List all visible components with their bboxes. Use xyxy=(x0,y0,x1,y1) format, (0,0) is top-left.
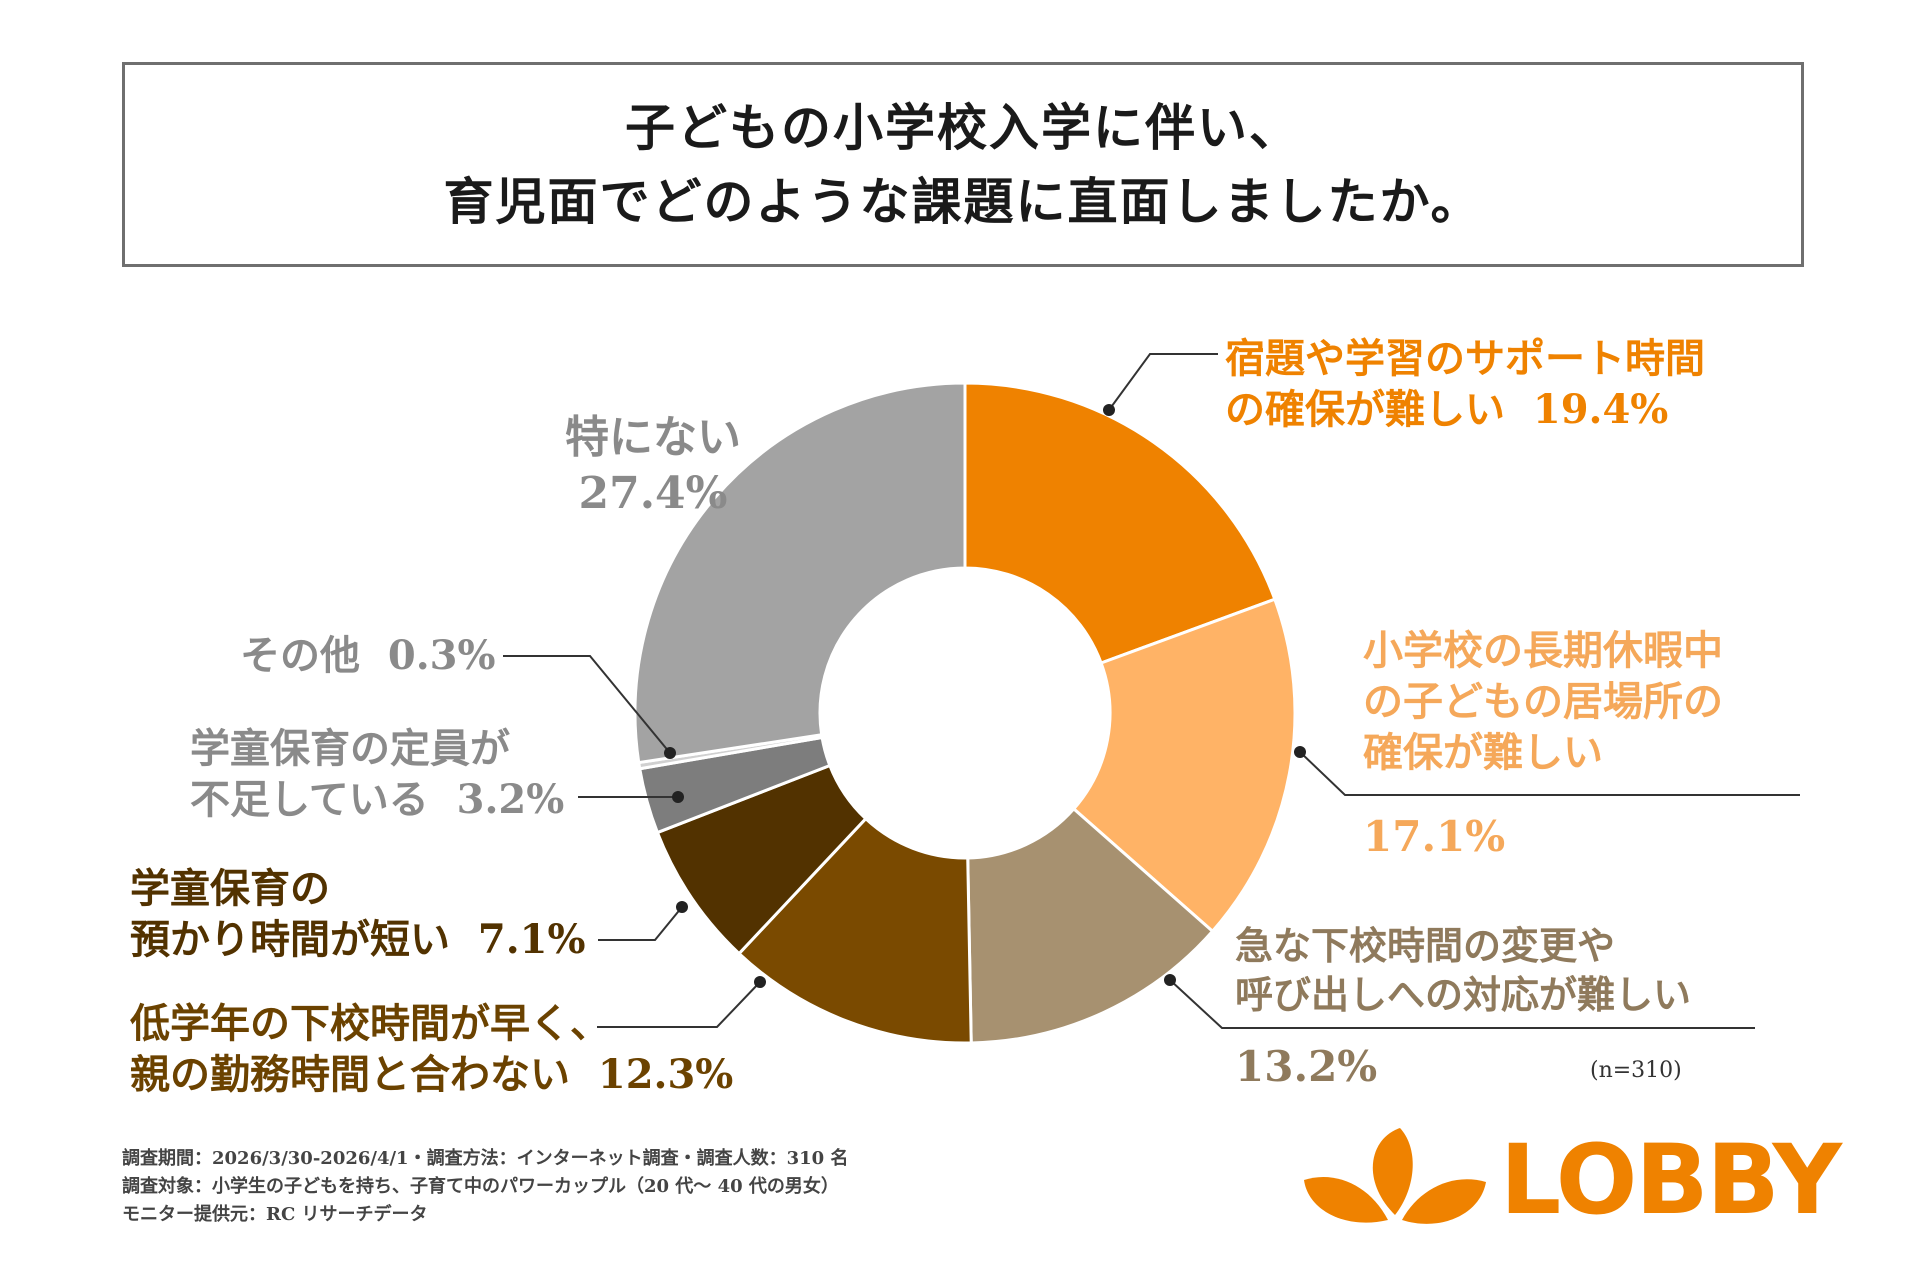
leader-dot xyxy=(754,976,766,988)
label-line: 急な下校時間の変更や xyxy=(1235,923,1616,968)
leader-dot xyxy=(1164,974,1176,986)
label-homework-support: 宿題や学習のサポート時間 の確保が難しい 19.4% xyxy=(1225,333,1705,435)
leader-dot xyxy=(1294,746,1306,758)
donut-slice xyxy=(1071,597,1297,934)
value-label: 0.3% xyxy=(387,632,496,679)
label-line: 確保が難しい xyxy=(1363,729,1603,777)
label-early-dismissal: 低学年の下校時間が早く、 親の勤務時間と合わない 12.3% xyxy=(130,998,733,1100)
label-other: その他 0.3% xyxy=(240,630,495,681)
donut-slice xyxy=(736,816,973,1045)
label-sudden-schedule: 急な下校時間の変更や 呼び出しへの対応が難しい xyxy=(1235,922,1691,1019)
leader-line xyxy=(1169,979,1755,1029)
leader-line xyxy=(503,655,671,754)
leader-line xyxy=(1299,751,1800,796)
value-label: 3.2% xyxy=(456,776,565,824)
label-line: 親の勤務時間と合わない xyxy=(130,1051,570,1099)
sample-size-note: (n=310) xyxy=(1590,1058,1682,1083)
value-label: 13.2% xyxy=(1235,1042,1378,1091)
label-line: 預かり時間が短い xyxy=(130,916,450,964)
title-box: 子どもの小学校入学に伴い、 育児面でどのような課題に直面しましたか。 xyxy=(122,62,1804,267)
leader-dot xyxy=(1103,404,1115,416)
leader-dot xyxy=(672,791,684,803)
value-label: 12.3% xyxy=(597,1051,734,1099)
leader-dot xyxy=(676,901,688,913)
footnote-line: モニター提供元：RC リサーチデータ xyxy=(122,1204,428,1225)
logo-text: LOBBY xyxy=(1500,1124,1842,1236)
label-line: 学童保育の xyxy=(130,865,330,912)
value-label: 17.1% xyxy=(1363,812,1506,861)
leaf-petals-icon xyxy=(1304,1128,1486,1224)
value-label: 27.4% xyxy=(578,468,728,520)
label-line: その他 xyxy=(240,632,360,679)
label-nothing: 特にない 27.4% xyxy=(565,410,741,523)
label-line: 小学校の長期休暇中 xyxy=(1363,627,1723,674)
label-line: 学童保育の定員が xyxy=(190,725,510,772)
title-line-2: 育児面でどのような課題に直面しましたか。 xyxy=(443,171,1483,231)
label-line: の確保が難しい xyxy=(1225,386,1505,434)
label-line: 不足している xyxy=(190,776,429,824)
footnote-line: 調査対象：小学生の子どもを持ち、子育て中のパワーカップル（20 代〜 40 代の… xyxy=(122,1176,839,1197)
label-line: 宿題や学習のサポート時間 xyxy=(1225,335,1705,382)
footnote-line: 調査期間：2026/3/30-2026/4/1・調査方法：インターネット調査・調… xyxy=(122,1148,849,1169)
leader-line xyxy=(597,981,761,1028)
label-line: 低学年の下校時間が早く、 xyxy=(130,1000,610,1047)
donut-slice xyxy=(966,806,1215,1045)
label-long-vacation: 小学校の長期休暇中 の子どもの居場所の 確保が難しい xyxy=(1363,625,1723,779)
leader-line xyxy=(598,906,683,941)
donut-slice xyxy=(633,381,967,765)
donut-slice xyxy=(963,381,1277,665)
label-capacity-shortage: 学童保育の定員が 不足している 3.2% xyxy=(190,723,564,825)
lobby-logo: LOBBY xyxy=(1300,1120,1842,1240)
label-line: の子どもの居場所の xyxy=(1363,678,1723,726)
survey-footnotes: 調査期間：2026/3/30-2026/4/1・調査方法：インターネット調査・調… xyxy=(122,1145,848,1229)
title-line-1: 子どもの小学校入学に伴い、 xyxy=(625,97,1301,157)
label-line: 呼び出しへの対応が難しい xyxy=(1235,971,1692,1017)
leader-dot xyxy=(664,747,676,759)
label-line: 特にない xyxy=(565,412,741,463)
value-label: 19.4% xyxy=(1532,386,1669,434)
label-short-hours: 学童保育の 預かり時間が短い 7.1% xyxy=(130,863,585,965)
leader-line xyxy=(1108,353,1218,411)
value-label: 7.1% xyxy=(477,916,586,964)
